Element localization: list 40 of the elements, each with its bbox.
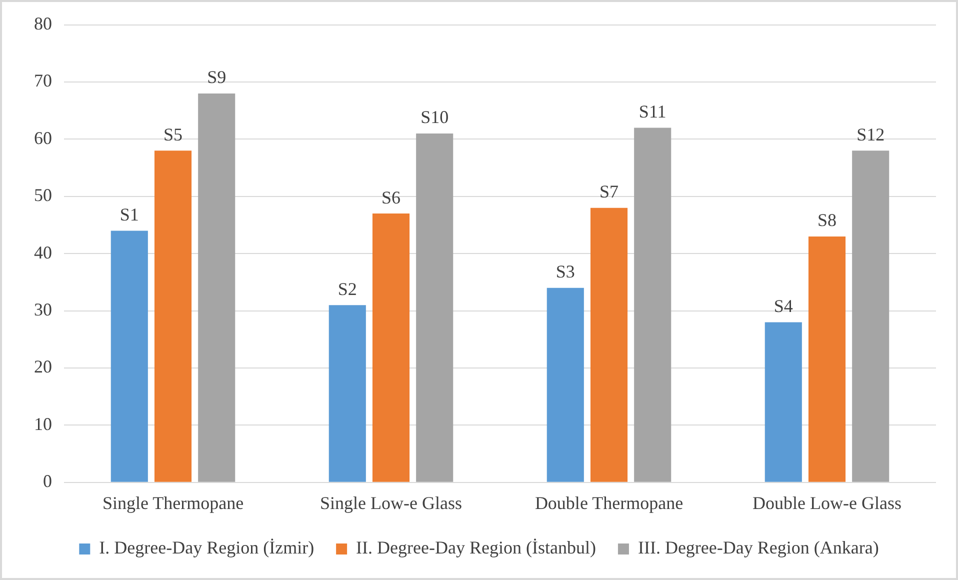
data-label: S3 xyxy=(556,262,575,282)
legend-label: III. Degree-Day Region (Ankara) xyxy=(638,538,879,558)
data-label: S7 xyxy=(599,182,619,202)
data-label: S2 xyxy=(338,278,357,299)
bar xyxy=(852,150,890,482)
bar xyxy=(808,236,846,482)
data-label: S11 xyxy=(638,101,666,122)
bar xyxy=(198,93,236,482)
data-label: S10 xyxy=(420,107,449,128)
y-tick-label: 50 xyxy=(34,185,52,206)
data-label: S9 xyxy=(207,67,226,88)
data-label: S5 xyxy=(163,124,183,144)
bar xyxy=(634,128,672,482)
data-label: S1 xyxy=(120,204,139,224)
y-tick-label: 70 xyxy=(34,70,52,91)
x-tick-label: Double Low-e Glass xyxy=(752,492,902,513)
y-tick-label: 0 xyxy=(43,471,52,492)
y-tick-label: 30 xyxy=(34,300,52,320)
bar xyxy=(590,208,628,482)
bar xyxy=(416,133,454,482)
legend-label: II. Degree-Day Region (İstanbul) xyxy=(356,538,596,558)
y-tick-label: 60 xyxy=(34,128,52,148)
y-tick-label: 10 xyxy=(34,414,52,434)
y-tick-label: 40 xyxy=(34,242,52,262)
data-label: S12 xyxy=(856,124,885,144)
data-label: S8 xyxy=(817,210,837,230)
x-tick-label: Single Low-e Glass xyxy=(320,492,462,513)
bar xyxy=(154,150,192,482)
bar xyxy=(764,322,802,482)
y-tick-label: 80 xyxy=(34,14,52,34)
y-tick-label: 20 xyxy=(34,356,52,377)
bar xyxy=(328,305,366,482)
x-tick-label: Double Thermopane xyxy=(534,492,684,513)
x-tick-label: Single Thermopane xyxy=(102,492,244,513)
data-label: S6 xyxy=(381,187,401,208)
legend-label: I. Degree-Day Region (İzmir) xyxy=(99,538,314,558)
bar xyxy=(110,230,148,482)
bar xyxy=(546,288,584,482)
data-label: S4 xyxy=(774,296,793,316)
bar xyxy=(372,214,410,482)
